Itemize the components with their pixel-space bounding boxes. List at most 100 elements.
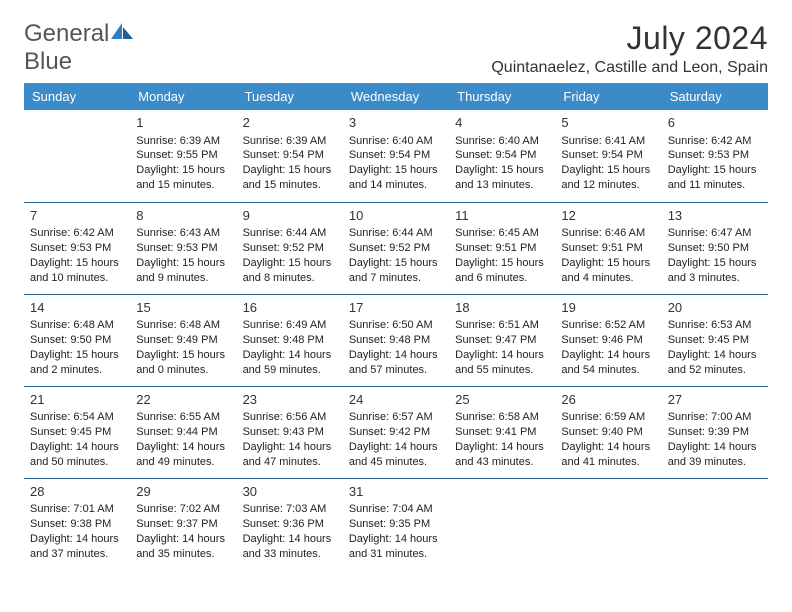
day-detail-line: Daylight: 14 hours and 49 minutes. [136, 440, 230, 470]
day-detail-line: Daylight: 14 hours and 37 minutes. [30, 532, 124, 562]
day-number: 11 [455, 207, 549, 225]
day-detail-line: Sunrise: 7:02 AM [136, 502, 230, 517]
day-detail-line: Sunset: 9:50 PM [30, 333, 124, 348]
day-detail-line: Sunset: 9:49 PM [136, 333, 230, 348]
title-block: July 2024 Quintanaelez, Castille and Leo… [491, 20, 768, 77]
day-detail-line: Sunrise: 6:44 AM [243, 226, 337, 241]
calendar-head: SundayMondayTuesdayWednesdayThursdayFrid… [24, 83, 768, 110]
day-detail-line: Sunrise: 6:55 AM [136, 410, 230, 425]
calendar-day-cell: 26Sunrise: 6:59 AMSunset: 9:40 PMDayligh… [555, 386, 661, 478]
calendar-day-cell: 13Sunrise: 6:47 AMSunset: 9:50 PMDayligh… [662, 202, 768, 294]
day-detail-line: Sunset: 9:42 PM [349, 425, 443, 440]
calendar-day-cell: 3Sunrise: 6:40 AMSunset: 9:54 PMDaylight… [343, 110, 449, 202]
day-number: 30 [243, 483, 337, 501]
day-number: 1 [136, 114, 230, 132]
logo: General Blue [24, 20, 135, 76]
logo-text-block: General Blue [24, 20, 135, 76]
day-number: 22 [136, 391, 230, 409]
day-detail-line: Sunrise: 6:48 AM [136, 318, 230, 333]
day-detail-line: Sunrise: 6:39 AM [136, 134, 230, 149]
day-detail-line: Sunset: 9:45 PM [668, 333, 762, 348]
day-detail-line: Daylight: 15 hours and 12 minutes. [561, 163, 655, 193]
day-detail-line: Daylight: 15 hours and 0 minutes. [136, 348, 230, 378]
day-detail-line: Sunset: 9:43 PM [243, 425, 337, 440]
calendar-day-cell: 31Sunrise: 7:04 AMSunset: 9:35 PMDayligh… [343, 478, 449, 570]
calendar-day-cell: 20Sunrise: 6:53 AMSunset: 9:45 PMDayligh… [662, 294, 768, 386]
day-detail-line: Sunset: 9:52 PM [349, 241, 443, 256]
day-detail-line: Sunrise: 6:58 AM [455, 410, 549, 425]
day-detail-line: Daylight: 15 hours and 13 minutes. [455, 163, 549, 193]
day-detail-line: Daylight: 14 hours and 59 minutes. [243, 348, 337, 378]
day-detail-line: Sunrise: 6:50 AM [349, 318, 443, 333]
day-number: 9 [243, 207, 337, 225]
day-detail-line: Sunset: 9:38 PM [30, 517, 124, 532]
day-number: 16 [243, 299, 337, 317]
day-number: 20 [668, 299, 762, 317]
day-number: 27 [668, 391, 762, 409]
day-detail-line: Sunset: 9:51 PM [561, 241, 655, 256]
day-detail-line: Sunrise: 6:42 AM [668, 134, 762, 149]
day-detail-line: Daylight: 15 hours and 11 minutes. [668, 163, 762, 193]
day-detail-line: Daylight: 14 hours and 50 minutes. [30, 440, 124, 470]
day-number: 4 [455, 114, 549, 132]
day-detail-line: Sunset: 9:46 PM [561, 333, 655, 348]
day-detail-line: Daylight: 14 hours and 43 minutes. [455, 440, 549, 470]
calendar-day-cell: 21Sunrise: 6:54 AMSunset: 9:45 PMDayligh… [24, 386, 130, 478]
calendar-day-cell: 4 Sunrise: 6:40 AMSunset: 9:54 PMDaylight… [449, 110, 555, 202]
day-detail-line: Sunset: 9:54 PM [561, 148, 655, 163]
day-detail-line: Sunrise: 7:01 AM [30, 502, 124, 517]
calendar-day-cell: 19Sunrise: 6:52 AMSunset: 9:46 PMDayligh… [555, 294, 661, 386]
weekday-header: Monday [130, 83, 236, 110]
calendar-day-cell [555, 478, 661, 570]
day-number: 13 [668, 207, 762, 225]
calendar-day-cell: 29Sunrise: 7:02 AMSunset: 9:37 PMDayligh… [130, 478, 236, 570]
day-detail-line: Daylight: 14 hours and 54 minutes. [561, 348, 655, 378]
calendar-day-cell [662, 478, 768, 570]
day-detail-line: Sunset: 9:53 PM [30, 241, 124, 256]
logo-word1: General [24, 20, 109, 47]
day-detail-line: Daylight: 15 hours and 9 minutes. [136, 256, 230, 286]
weekday-header: Tuesday [237, 83, 343, 110]
calendar-day-cell: 12Sunrise: 6:46 AMSunset: 9:51 PMDayligh… [555, 202, 661, 294]
day-number: 5 [561, 114, 655, 132]
day-detail-line: Sunset: 9:40 PM [561, 425, 655, 440]
calendar-week-row: 7Sunrise: 6:42 AMSunset: 9:53 PMDaylight… [24, 202, 768, 294]
calendar-day-cell: 18Sunrise: 6:51 AMSunset: 9:47 PMDayligh… [449, 294, 555, 386]
calendar-day-cell: 17Sunrise: 6:50 AMSunset: 9:48 PMDayligh… [343, 294, 449, 386]
calendar-day-cell: 9Sunrise: 6:44 AMSunset: 9:52 PMDaylight… [237, 202, 343, 294]
day-number: 10 [349, 207, 443, 225]
day-number: 29 [136, 483, 230, 501]
day-detail-line: Sunset: 9:53 PM [136, 241, 230, 256]
day-number: 15 [136, 299, 230, 317]
day-number: 14 [30, 299, 124, 317]
calendar-day-cell: 30Sunrise: 7:03 AMSunset: 9:36 PMDayligh… [237, 478, 343, 570]
day-detail-line: Sunrise: 6:53 AM [668, 318, 762, 333]
day-detail-line: Sunset: 9:35 PM [349, 517, 443, 532]
day-detail-line: Daylight: 14 hours and 57 minutes. [349, 348, 443, 378]
day-detail-line: Daylight: 15 hours and 15 minutes. [136, 163, 230, 193]
day-detail-line: Sunset: 9:54 PM [455, 148, 549, 163]
weekday-header: Saturday [662, 83, 768, 110]
calendar-day-cell: 22Sunrise: 6:55 AMSunset: 9:44 PMDayligh… [130, 386, 236, 478]
location: Quintanaelez, Castille and Leon, Spain [491, 59, 768, 77]
day-detail-line: Sunrise: 6:47 AM [668, 226, 762, 241]
logo-word2: Blue [24, 48, 135, 76]
day-number: 21 [30, 391, 124, 409]
day-detail-line: Sunrise: 6:40 AM [455, 134, 549, 149]
day-detail-line: Sunrise: 6:39 AM [243, 134, 337, 149]
day-detail-line: Sunset: 9:50 PM [668, 241, 762, 256]
weekday-header: Friday [555, 83, 661, 110]
day-detail-line: Sunrise: 7:03 AM [243, 502, 337, 517]
weekday-header: Sunday [24, 83, 130, 110]
day-detail-line: Sunrise: 7:00 AM [668, 410, 762, 425]
calendar-week-row: 28Sunrise: 7:01 AMSunset: 9:38 PMDayligh… [24, 478, 768, 570]
calendar-day-cell: 28Sunrise: 7:01 AMSunset: 9:38 PMDayligh… [24, 478, 130, 570]
day-detail-line: Sunset: 9:54 PM [243, 148, 337, 163]
day-detail-line: Daylight: 14 hours and 35 minutes. [136, 532, 230, 562]
day-number: 19 [561, 299, 655, 317]
day-number: 6 [668, 114, 762, 132]
calendar-day-cell: 11Sunrise: 6:45 AMSunset: 9:51 PMDayligh… [449, 202, 555, 294]
calendar-body: 1Sunrise: 6:39 AMSunset: 9:55 PMDaylight… [24, 110, 768, 570]
day-detail-line: Sunset: 9:52 PM [243, 241, 337, 256]
day-number: 2 [243, 114, 337, 132]
